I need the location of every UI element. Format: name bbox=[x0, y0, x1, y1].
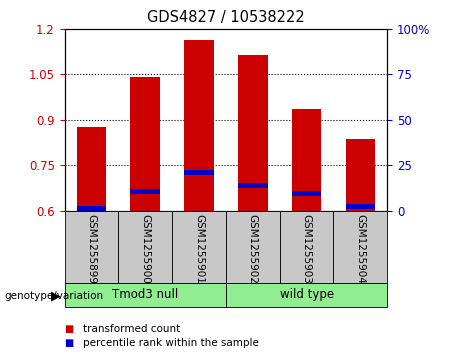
Bar bbox=[130, 77, 160, 211]
Bar bbox=[130, 189, 160, 194]
Bar bbox=[292, 192, 321, 196]
Bar bbox=[238, 55, 267, 211]
Bar bbox=[118, 211, 172, 283]
Text: GSM1255900: GSM1255900 bbox=[140, 214, 150, 284]
Bar bbox=[226, 211, 280, 283]
Text: GSM1255903: GSM1255903 bbox=[301, 214, 312, 284]
Text: genotype/variation: genotype/variation bbox=[5, 291, 104, 301]
Bar bbox=[346, 204, 375, 209]
Text: ■: ■ bbox=[65, 338, 74, 348]
Bar bbox=[346, 139, 375, 211]
Bar bbox=[184, 170, 214, 175]
Bar bbox=[65, 211, 118, 283]
Text: Tmod3 null: Tmod3 null bbox=[112, 289, 178, 301]
Bar bbox=[280, 211, 333, 283]
Bar bbox=[238, 183, 267, 188]
Bar bbox=[172, 211, 226, 283]
Text: GSM1255899: GSM1255899 bbox=[86, 214, 96, 284]
Bar bbox=[292, 109, 321, 211]
Text: GSM1255904: GSM1255904 bbox=[355, 214, 366, 284]
Bar bbox=[333, 211, 387, 283]
Bar bbox=[77, 127, 106, 211]
Text: ▶: ▶ bbox=[51, 289, 61, 302]
Bar bbox=[77, 206, 106, 211]
Bar bbox=[65, 283, 226, 307]
Bar bbox=[184, 40, 214, 211]
Bar bbox=[226, 283, 387, 307]
Text: GSM1255902: GSM1255902 bbox=[248, 214, 258, 284]
Title: GDS4827 / 10538222: GDS4827 / 10538222 bbox=[147, 10, 305, 25]
Text: wild type: wild type bbox=[279, 289, 334, 301]
Text: GSM1255901: GSM1255901 bbox=[194, 214, 204, 284]
Text: percentile rank within the sample: percentile rank within the sample bbox=[83, 338, 259, 348]
Text: transformed count: transformed count bbox=[83, 323, 180, 334]
Text: ■: ■ bbox=[65, 323, 74, 334]
